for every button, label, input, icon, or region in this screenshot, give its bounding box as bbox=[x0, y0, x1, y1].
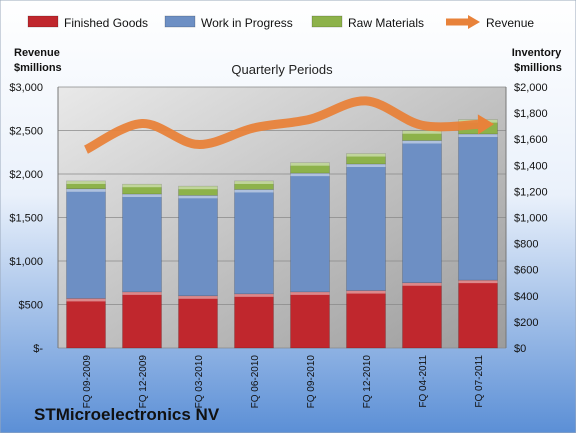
x-tick-label: FQ 09-2009 bbox=[82, 355, 93, 409]
legend-label-work-in-progress: Work in Progress bbox=[201, 16, 293, 30]
x-tick-label: FQ 12-2010 bbox=[362, 355, 373, 409]
stacked-bars bbox=[66, 119, 498, 349]
bar-finished-goods bbox=[458, 279, 498, 349]
left-tick-label: $1,500 bbox=[9, 213, 43, 225]
left-tick-label: $- bbox=[33, 343, 43, 355]
bar-highlight bbox=[402, 140, 442, 144]
bar-highlight bbox=[122, 194, 162, 198]
company-name: STMicroelectronics NV bbox=[34, 405, 220, 424]
right-tick-label: $400 bbox=[514, 291, 538, 303]
bar-raw-materials bbox=[66, 180, 106, 190]
x-axis-ticks: FQ 09-2009 FQ 12-2009 FQ 03-2010 FQ 06-2010… bbox=[82, 355, 485, 409]
bar-highlight bbox=[290, 173, 330, 177]
bar-raw-materials bbox=[346, 153, 386, 165]
left-tick-label: $2,500 bbox=[9, 126, 43, 138]
bar-highlight bbox=[458, 133, 498, 137]
bar-highlight bbox=[234, 180, 274, 184]
bar-highlight bbox=[66, 188, 106, 192]
x-tick-label: FQ 06-2010 bbox=[250, 355, 261, 409]
bar-highlight bbox=[346, 290, 386, 294]
bar-highlight bbox=[458, 280, 498, 284]
left-axis-label: Revenue $millions bbox=[14, 47, 63, 74]
right-tick-label: $600 bbox=[514, 265, 538, 277]
revenue-line bbox=[83, 96, 479, 154]
bar-finished-goods bbox=[402, 282, 442, 349]
right-tick-label: $200 bbox=[514, 317, 538, 329]
bar-highlight bbox=[122, 184, 162, 188]
right-tick-label: $0 bbox=[514, 343, 526, 355]
x-tick-label: FQ 04-2011 bbox=[418, 355, 429, 408]
revenue-line-layer bbox=[83, 96, 494, 154]
left-tick-label: $2,000 bbox=[9, 169, 43, 181]
bar-highlight bbox=[66, 180, 106, 184]
x-tick-label: FQ 07-2011 bbox=[474, 355, 485, 408]
left-axis-ticks: $- $500 $1,000 $1,500 $2,000 $2,500 $3,000 bbox=[9, 82, 43, 355]
right-tick-label: $1,400 bbox=[514, 160, 548, 172]
x-tick-label: FQ 09-2010 bbox=[306, 355, 317, 409]
revenue-arrowhead bbox=[477, 114, 494, 135]
right-tick-label: $1,600 bbox=[514, 134, 548, 146]
bar-highlight bbox=[346, 153, 386, 157]
bar-work-in-progress bbox=[122, 193, 162, 293]
bar-raw-materials bbox=[178, 185, 218, 196]
legend-swatch-raw-materials bbox=[311, 15, 343, 28]
bar-work-in-progress bbox=[402, 140, 442, 284]
bar-finished-goods bbox=[346, 290, 386, 349]
right-tick-label: $800 bbox=[514, 239, 538, 251]
bar-highlight bbox=[122, 291, 162, 295]
right-tick-label: $2,000 bbox=[514, 82, 548, 94]
bar-finished-goods bbox=[66, 298, 106, 349]
bar-highlight bbox=[178, 295, 218, 299]
bar-raw-materials bbox=[290, 162, 330, 174]
bar-highlight bbox=[290, 291, 330, 295]
bar-finished-goods bbox=[122, 291, 162, 349]
legend-label-finished-goods: Finished Goods bbox=[64, 16, 148, 30]
bar-work-in-progress bbox=[66, 188, 106, 299]
bar-highlight bbox=[66, 298, 106, 302]
bar-highlight bbox=[346, 163, 386, 167]
legend: Finished Goods Work in Progress Raw Materi… bbox=[27, 15, 534, 30]
bar-highlight bbox=[178, 186, 218, 190]
legend-swatch-finished-goods bbox=[27, 15, 59, 28]
right-tick-label: $1,200 bbox=[514, 186, 548, 198]
bar-highlight bbox=[234, 293, 274, 297]
x-tick-label: FQ 12-2009 bbox=[138, 355, 149, 409]
left-tick-label: $1,000 bbox=[9, 256, 43, 268]
bar-highlight bbox=[234, 189, 274, 193]
x-tick-label: FQ 03-2010 bbox=[194, 355, 205, 409]
bar-work-in-progress bbox=[234, 189, 274, 295]
legend-label-raw-materials: Raw Materials bbox=[348, 16, 424, 30]
bar-raw-materials bbox=[234, 180, 274, 190]
bar-work-in-progress bbox=[178, 195, 218, 297]
right-axis-ticks: $0 $200 $400 $600 $800 $1,000 $1,200 $1,400 $1,6… bbox=[514, 82, 548, 355]
right-tick-label: $1,000 bbox=[514, 213, 548, 225]
legend-swatch-work-in-progress bbox=[164, 15, 196, 28]
bar-finished-goods bbox=[290, 291, 330, 349]
bar-work-in-progress bbox=[458, 133, 498, 281]
bar-raw-materials bbox=[122, 183, 162, 195]
bar-work-in-progress bbox=[346, 163, 386, 291]
bar-highlight bbox=[402, 282, 442, 286]
bar-highlight bbox=[290, 162, 330, 166]
legend-label-revenue: Revenue bbox=[486, 16, 534, 30]
bar-highlight bbox=[402, 130, 442, 134]
bar-work-in-progress bbox=[290, 172, 330, 293]
legend-arrow-icon bbox=[468, 15, 480, 29]
left-tick-label: $500 bbox=[19, 300, 43, 312]
right-tick-label: $1,800 bbox=[514, 108, 548, 120]
left-tick-label: $3,000 bbox=[9, 82, 43, 94]
right-axis-label: Inventory $millions bbox=[512, 47, 565, 74]
bar-finished-goods bbox=[178, 295, 218, 349]
bar-highlight bbox=[178, 195, 218, 199]
bar-finished-goods bbox=[234, 293, 274, 349]
bar-raw-materials bbox=[402, 130, 442, 141]
chart-title: Quarterly Periods bbox=[231, 62, 333, 77]
